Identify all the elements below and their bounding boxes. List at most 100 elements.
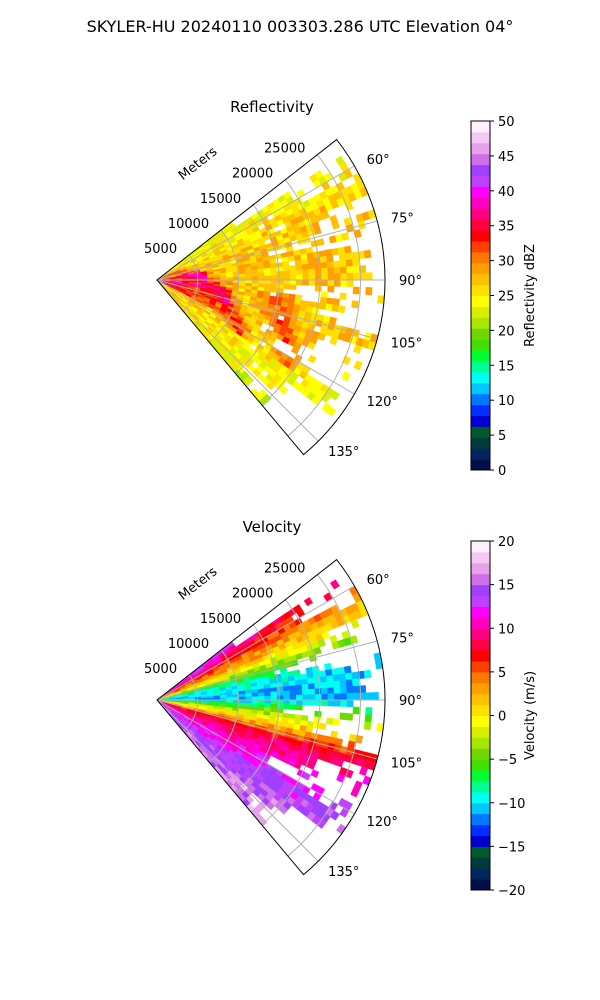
colorbar-segment — [471, 240, 490, 253]
reflectivity-range-ticks: 5000 10000 15000 20000 25000 — [144, 142, 305, 257]
colorbar-segment — [471, 459, 490, 471]
field-cell — [295, 264, 303, 271]
field-cell — [344, 252, 353, 261]
field-cell — [283, 284, 291, 290]
field-cell — [353, 360, 363, 371]
field-cell — [321, 273, 329, 281]
field-cell — [345, 259, 354, 267]
field-cell — [333, 273, 341, 281]
field-cell — [337, 305, 346, 314]
field-cell — [277, 279, 284, 285]
field-cell — [264, 275, 272, 281]
field-cell — [343, 245, 352, 254]
range-tick-label: 20000 — [232, 587, 273, 602]
field-cell — [332, 718, 340, 726]
field-cell — [311, 395, 322, 406]
colorbar-tick-label: 5 — [498, 429, 506, 444]
field-cell — [346, 279, 354, 288]
colorbar-segment — [471, 879, 490, 891]
field-cell — [314, 274, 322, 281]
field-cell — [257, 268, 265, 274]
field-cell — [257, 692, 265, 697]
field-cell — [346, 699, 354, 708]
colorbar-segment — [471, 197, 490, 209]
field-cell — [314, 262, 322, 270]
field-cell — [306, 672, 315, 680]
field-cell — [270, 267, 278, 273]
field-cell — [310, 769, 320, 778]
field-cell — [377, 295, 385, 305]
azimuth-gridline — [156, 165, 355, 281]
field-cell — [251, 279, 259, 284]
azimuth-gridline — [156, 699, 355, 815]
field-cell — [258, 695, 265, 701]
field-cell — [344, 201, 354, 211]
velocity-range-ticks: 5000 10000 15000 20000 25000 — [144, 562, 305, 677]
colorbar-tick-label: 25 — [498, 290, 515, 305]
field-cell — [314, 699, 322, 706]
range-gridline — [261, 179, 321, 406]
colorbar-segment — [471, 606, 490, 618]
field-cell — [316, 818, 327, 829]
field-cell — [352, 706, 360, 715]
field-cell — [318, 670, 327, 678]
field-cell — [333, 693, 341, 701]
colorbar-segment — [471, 339, 490, 351]
field-cell — [295, 694, 303, 701]
field-cell — [312, 671, 321, 679]
field-cell — [326, 717, 334, 725]
field-cell — [238, 273, 246, 278]
field-cell — [283, 279, 291, 285]
field-cell — [289, 685, 297, 691]
colorbar-segment — [471, 142, 490, 155]
field-cell — [258, 279, 265, 285]
colorbar-segment — [471, 650, 490, 662]
colorbar-tick-label: 10 — [498, 622, 515, 637]
range-tick-label: 20000 — [232, 167, 273, 182]
field-cell — [270, 283, 278, 289]
field-cell — [333, 699, 341, 707]
colorbar-segment — [471, 584, 490, 597]
field-cell — [266, 381, 275, 391]
colorbar-segment — [471, 230, 490, 242]
azimuth-tick-label: 90° — [399, 274, 422, 289]
field-cell — [264, 695, 272, 701]
field-cell — [307, 341, 316, 350]
field-cell — [344, 672, 353, 681]
field-cell — [330, 579, 340, 590]
field-cell — [283, 704, 291, 710]
field-cell — [302, 694, 310, 701]
field-cell — [350, 787, 360, 798]
field-cell — [346, 692, 354, 701]
field-cell — [333, 260, 341, 268]
field-cell — [301, 263, 309, 271]
field-cell — [318, 722, 327, 730]
colorbar-segment — [471, 671, 490, 684]
field-cell — [331, 667, 340, 676]
colorbar-segment — [471, 562, 490, 575]
field-cell — [321, 267, 329, 275]
field-cell — [327, 285, 335, 293]
field-cell — [333, 266, 341, 275]
colorbar-segment — [471, 219, 490, 231]
colorbar-segment — [471, 868, 490, 880]
field-cell — [352, 692, 360, 701]
field-cell — [277, 275, 284, 281]
reflectivity-grid — [156, 154, 385, 442]
field-cell — [336, 773, 346, 783]
field-cell — [308, 274, 316, 281]
field-cell — [314, 682, 322, 690]
field-cell — [320, 261, 328, 269]
colorbar-segment — [471, 759, 490, 771]
field-cell — [245, 693, 253, 698]
field-cell — [333, 279, 341, 287]
field-cell — [318, 302, 327, 310]
field-cell — [238, 693, 246, 698]
field-cell — [330, 390, 340, 401]
field-cell — [321, 279, 329, 287]
field-cell — [307, 263, 316, 270]
field-cell — [303, 597, 314, 607]
colorbar-segment — [471, 541, 490, 553]
field-cell — [264, 703, 272, 709]
azimuth-tick-label: 135° — [328, 445, 359, 460]
